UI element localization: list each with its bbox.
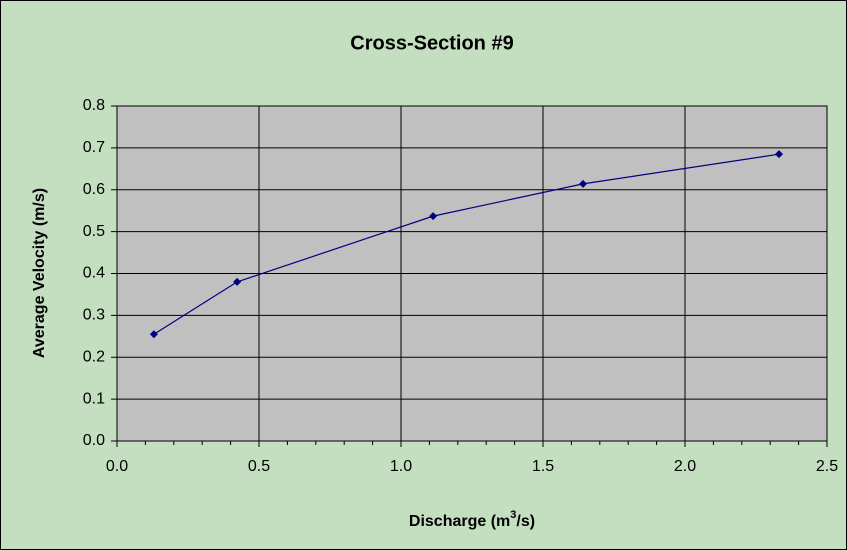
y-axis-label: Average Velocity (m/s) xyxy=(31,188,48,358)
x-tick-label: 1.5 xyxy=(532,458,554,475)
x-tick-label: 0.0 xyxy=(106,458,128,475)
y-tick-label: 0.8 xyxy=(83,97,105,114)
y-tick-label: 0.2 xyxy=(83,348,105,365)
x-axis-label-sup: 3 xyxy=(510,509,516,521)
data-point xyxy=(775,150,784,159)
y-tick-label: 0.5 xyxy=(83,223,105,240)
y-tick-label: 0.6 xyxy=(83,181,105,198)
plot-border xyxy=(116,105,828,442)
x-tick-label: 2.5 xyxy=(816,458,838,475)
y-tick-label: 0.3 xyxy=(83,307,105,324)
data-point xyxy=(233,277,242,286)
y-tick-label: 0.4 xyxy=(83,265,105,282)
x-tick-label: 0.5 xyxy=(248,458,270,475)
data-point xyxy=(149,330,158,339)
data-point xyxy=(429,212,438,221)
y-tick-label: 0.7 xyxy=(83,139,105,156)
x-axis-label-part: Discharge (m xyxy=(409,513,510,530)
x-axis-label: Discharge (m3/s) xyxy=(409,509,535,530)
data-point xyxy=(579,179,588,188)
y-tick-label: 0.1 xyxy=(83,390,105,407)
y-tick-label: 0.0 xyxy=(83,432,105,449)
x-tick-label: 2.0 xyxy=(674,458,696,475)
x-tick-label: 1.0 xyxy=(390,458,412,475)
chart-title: Cross-Section #9 xyxy=(350,32,513,54)
x-axis-label-part: /s) xyxy=(516,513,535,530)
